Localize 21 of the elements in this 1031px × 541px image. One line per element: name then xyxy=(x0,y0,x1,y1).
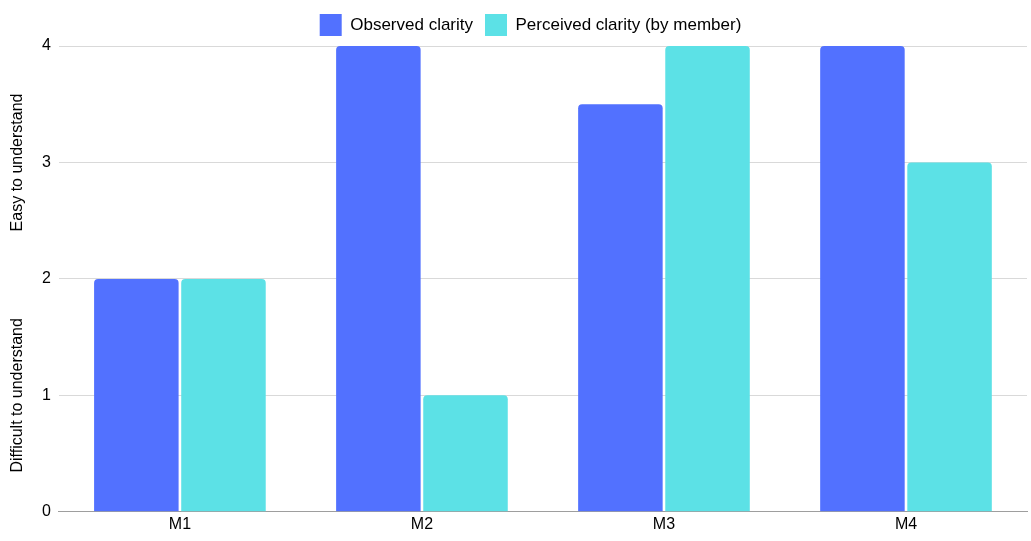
bar xyxy=(336,46,421,512)
text: Easy to understand xyxy=(8,93,26,232)
text: Difficult to understand xyxy=(8,318,26,473)
x-tick-label: M4 xyxy=(894,514,918,532)
bar xyxy=(665,46,750,512)
y-tick-label: 2 xyxy=(41,269,51,287)
bar xyxy=(907,162,992,512)
legend-label: Perceived clarity (by member) xyxy=(515,14,742,34)
legend-label: Observed clarity xyxy=(350,14,474,34)
y-tick-label: 3 xyxy=(41,152,51,170)
bar xyxy=(423,395,508,512)
bar xyxy=(94,278,179,512)
x-tick-label: M3 xyxy=(652,514,676,532)
y-tick-label: 1 xyxy=(41,385,51,403)
y-tick-label: 0 xyxy=(41,502,51,520)
bar xyxy=(181,278,266,512)
y-tick-label: 4 xyxy=(41,36,51,54)
bar xyxy=(820,46,905,512)
bar xyxy=(578,104,663,512)
x-tick-label: M1 xyxy=(168,514,192,532)
x-tick-label: M2 xyxy=(410,514,434,532)
